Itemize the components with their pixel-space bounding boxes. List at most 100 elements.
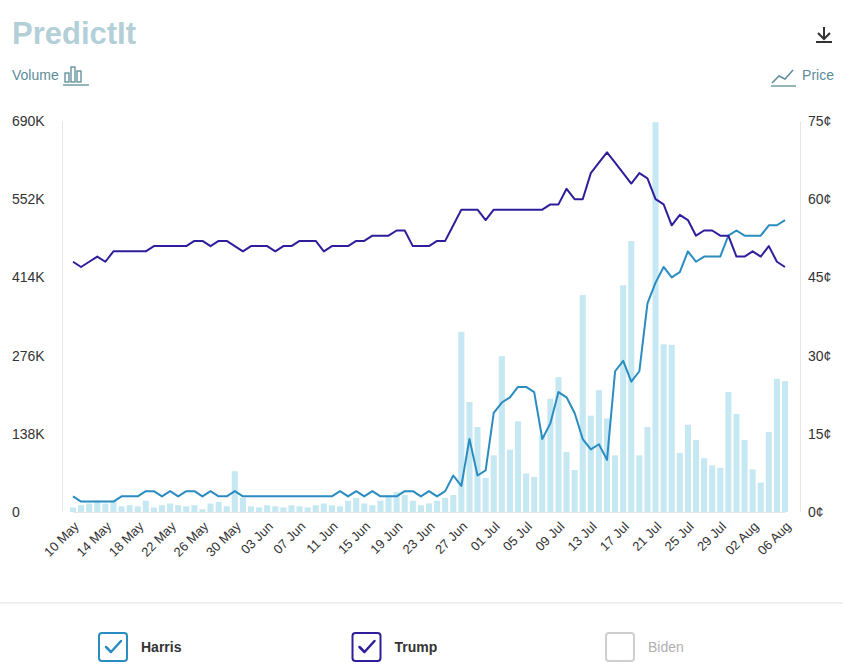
volume-bar xyxy=(539,436,545,513)
x-axis: 10 May14 May18 May22 May26 May30 May03 J… xyxy=(41,512,794,559)
volume-bar xyxy=(693,440,699,512)
volume-bar xyxy=(337,506,343,512)
x-tick-label: 18 May xyxy=(106,518,147,559)
x-tick-label: 19 Jun xyxy=(367,519,405,557)
bar-series xyxy=(70,122,788,512)
volume-bar xyxy=(208,504,214,513)
y2-tick: 45¢ xyxy=(800,269,831,285)
volume-bar xyxy=(167,504,173,513)
legend-check xyxy=(106,641,121,652)
x-tick: 11 Jun xyxy=(303,512,341,556)
volume-bar xyxy=(280,507,286,512)
volume-bar xyxy=(386,495,392,512)
y2-tick-label: 0¢ xyxy=(808,504,824,520)
volume-bar xyxy=(620,285,626,512)
plot-area xyxy=(70,122,788,512)
volume-bar xyxy=(297,506,303,512)
icon-line xyxy=(772,70,793,83)
volume-bar xyxy=(685,425,691,512)
x-tick-label: 26 May xyxy=(171,518,212,559)
volume-icon[interactable] xyxy=(63,67,89,85)
y2-tick-label: 15¢ xyxy=(808,426,831,442)
volume-bar xyxy=(329,505,335,512)
volume-bar xyxy=(183,506,189,512)
volume-bar xyxy=(450,495,456,512)
legend-item[interactable]: Trump xyxy=(353,633,438,661)
icon-bar xyxy=(77,71,81,82)
volume-bar xyxy=(701,458,707,512)
x-tick-label: 02 Aug xyxy=(722,519,761,558)
volume-bar xyxy=(321,504,327,513)
volume-bar xyxy=(86,504,92,513)
y-tick: 0 xyxy=(12,504,62,520)
logo-title: PredictIt xyxy=(12,16,136,51)
y-tick-label: 138K xyxy=(12,426,45,442)
y-tick-label: 690K xyxy=(12,113,45,129)
legend-checkbox[interactable] xyxy=(606,633,634,661)
y-tick-label: 552K xyxy=(12,191,45,207)
axis-line xyxy=(62,122,63,513)
y-tick: 138K xyxy=(12,426,62,442)
legend-item[interactable]: Harris xyxy=(99,633,182,661)
y-tick: 414K xyxy=(12,269,62,285)
volume-bar xyxy=(725,392,731,512)
chart-container: PredictItVolumePrice0138K276K414K552K690… xyxy=(0,0,843,671)
x-tick-label: 05 Jul xyxy=(500,519,535,554)
volume-bar xyxy=(636,455,642,512)
legend-item[interactable]: Biden xyxy=(606,633,684,661)
price-icon[interactable] xyxy=(771,70,796,86)
icon-bar xyxy=(71,67,75,82)
volume-bar xyxy=(434,501,440,512)
legend-check xyxy=(360,641,375,652)
icon-underline xyxy=(63,84,89,85)
legend-label[interactable]: Trump xyxy=(395,639,438,655)
volume-bar xyxy=(580,295,586,512)
legend-label[interactable]: Harris xyxy=(141,639,182,655)
y-tick: 552K xyxy=(12,191,62,207)
volume-bar xyxy=(499,356,505,512)
volume-bar xyxy=(766,432,772,512)
legend: Harris Trump Biden xyxy=(99,633,684,661)
volume-bar xyxy=(709,466,715,512)
x-tick: 27 Jun xyxy=(432,512,470,557)
y2-tick: 15¢ xyxy=(800,426,831,442)
legend-divider xyxy=(0,602,843,604)
volume-bar xyxy=(483,478,489,512)
volume-bar xyxy=(135,506,141,512)
y2-tick-label: 30¢ xyxy=(808,348,831,364)
x-tick: 15 Jun xyxy=(335,512,373,557)
volume-bar xyxy=(377,501,383,512)
y-tick-label: 276K xyxy=(12,348,45,364)
legend-label[interactable]: Biden xyxy=(648,639,684,655)
volume-bar xyxy=(782,381,788,512)
x-tick: 02 Aug xyxy=(722,512,761,558)
volume-bar xyxy=(426,504,432,513)
icon-bar xyxy=(65,73,69,82)
volume-bar xyxy=(78,505,84,512)
volume-bar xyxy=(240,498,246,512)
x-tick: 06 Aug xyxy=(755,512,794,558)
x-tick-label: 22 May xyxy=(138,518,179,559)
x-tick-label: 23 Jun xyxy=(400,519,438,557)
volume-bar xyxy=(531,477,537,512)
x-tick-label: 15 Jun xyxy=(335,519,373,557)
legend-checkbox[interactable] xyxy=(99,633,127,661)
volume-bar xyxy=(305,507,311,512)
legend-checkbox[interactable] xyxy=(353,633,381,661)
download-icon[interactable] xyxy=(816,27,832,42)
volume-bar xyxy=(644,427,650,512)
y2-tick-label: 45¢ xyxy=(808,269,831,285)
volume-bar xyxy=(151,507,157,512)
volume-bar xyxy=(523,473,529,512)
x-tick: 30 May xyxy=(203,512,244,559)
volume-bar xyxy=(588,416,594,512)
volume-bar xyxy=(353,498,359,512)
x-tick: 21 Jul xyxy=(629,512,664,554)
volume-bar xyxy=(224,506,230,512)
x-tick-label: 10 May xyxy=(41,518,82,559)
volume-bar xyxy=(442,498,448,512)
y2-tick: 60¢ xyxy=(800,191,831,207)
x-tick: 25 Jul xyxy=(662,512,697,554)
y-axis: 0 138K 276K 414K 552K 690K xyxy=(12,113,63,520)
volume-bar xyxy=(216,502,222,512)
